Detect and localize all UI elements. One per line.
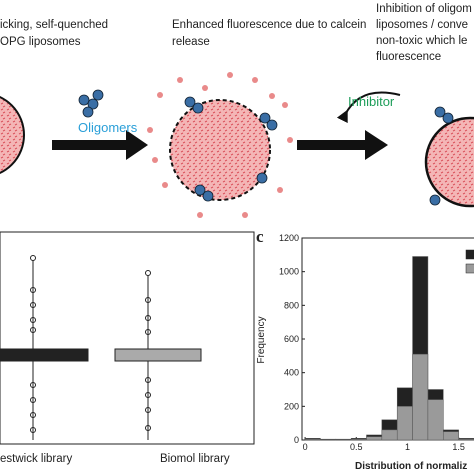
bar <box>320 439 337 441</box>
histogram: 0 200 400 600 800 1000 1200 0 0.5 1 1.5 <box>279 233 474 452</box>
legend-swatch <box>465 263 474 274</box>
y-tick-label: 1200 <box>279 233 299 243</box>
x-axis-label: Distribution of normaliz <box>355 461 467 472</box>
x-tick-label: 1.5 <box>452 442 465 452</box>
y-tick-label: 800 <box>284 300 299 310</box>
bar <box>443 431 459 441</box>
arrow <box>297 140 367 150</box>
bar <box>350 438 367 441</box>
bar <box>381 429 398 441</box>
y-tick-label: 200 <box>284 401 299 411</box>
liposome <box>424 116 474 208</box>
bar <box>335 439 352 441</box>
x-tick-label: 0 <box>303 442 308 452</box>
bar <box>366 436 383 441</box>
step3-text: fluorescence <box>376 51 441 63</box>
boxplot-frame <box>0 231 255 445</box>
bar <box>304 438 321 441</box>
inhibitor-label: Inhibitor <box>348 94 395 109</box>
x-tick-label: 0.5 <box>350 442 363 452</box>
panel-label: c <box>256 227 264 246</box>
bar <box>412 353 429 441</box>
box-category: Biomol library <box>160 453 230 465</box>
oligomers-label: Oligomers <box>78 120 138 135</box>
liposome <box>0 95 25 175</box>
liposome <box>169 99 271 201</box>
box-category: estwick library <box>0 453 72 465</box>
step3-text: non-toxic which le <box>376 35 467 47</box>
step2-text: Enhanced fluorescence due to calcein <box>172 19 366 31</box>
calcein-dots <box>147 72 293 218</box>
curved-arrow <box>336 91 401 124</box>
y-tick-label: 600 <box>284 334 299 344</box>
step3-text: Inhibition of oligom <box>376 3 472 15</box>
oligomer-icons <box>78 89 454 206</box>
legend-swatch <box>465 249 474 260</box>
bar <box>458 438 474 441</box>
arrow <box>365 130 388 160</box>
y-tick-label: 1000 <box>279 267 299 277</box>
plot-frame <box>301 237 474 441</box>
arrow <box>52 140 128 150</box>
step1-text: OPG liposomes <box>0 36 81 48</box>
step2-text: release <box>172 36 210 48</box>
step1-text: icking, self-quenched <box>0 19 108 31</box>
boxplot-marks <box>0 255 202 440</box>
bar <box>427 399 444 441</box>
x-tick-label: 1 <box>405 442 410 452</box>
arrow <box>126 130 148 160</box>
y-tick-label: 400 <box>284 368 299 378</box>
step3-text: liposomes / conve <box>376 19 468 31</box>
y-axis-label: Frequency <box>256 316 267 363</box>
y-tick-label: 0 <box>294 435 299 445</box>
bar <box>396 406 413 441</box>
